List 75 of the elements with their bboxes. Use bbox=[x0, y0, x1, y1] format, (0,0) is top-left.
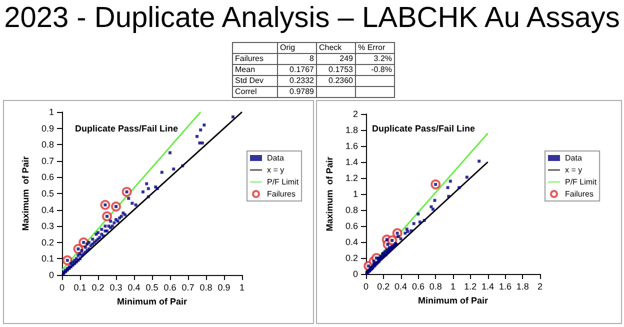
y-tick-label: 0.9 bbox=[41, 123, 54, 134]
legend-label: P/F Limit bbox=[267, 178, 300, 186]
x-tick-label: 0.6 bbox=[164, 282, 176, 292]
text: 0.2332 bbox=[278, 76, 316, 86]
x-tick-label: 1.4 bbox=[482, 282, 494, 292]
text: 2023 - Duplicate Analysis – LABCHK Au Assays bbox=[3, 2, 621, 35]
text: 3.2% bbox=[356, 54, 394, 64]
y-tick-label: 1.2 bbox=[345, 173, 358, 183]
y-tick-label: 0 bbox=[48, 270, 54, 280]
x-tick-label: 0.8 bbox=[200, 282, 212, 292]
text: Correl bbox=[232, 86, 278, 98]
y-tick-label: 0.5 bbox=[41, 188, 54, 198]
y-tick-label: 1 bbox=[48, 107, 54, 117]
legend-label: Data bbox=[565, 154, 582, 162]
x-axis-title: Minimum of Pair bbox=[418, 296, 488, 306]
y-tick-label: 0.7 bbox=[41, 156, 54, 166]
x-tick-label: 0.6 bbox=[412, 282, 424, 292]
text: % Error bbox=[356, 42, 394, 54]
text: Duplicate Pass/Fail Line bbox=[75, 124, 178, 134]
y-tick-label: 0.6 bbox=[345, 221, 358, 231]
y-tick-label: 1.8 bbox=[345, 125, 358, 135]
legend-label: Failures bbox=[565, 190, 594, 198]
x-tick-label: 0 bbox=[363, 282, 369, 292]
x-tick-label: 0.4 bbox=[128, 282, 140, 292]
y-tick-label: 0 bbox=[352, 269, 358, 279]
text: Std Dev bbox=[232, 76, 278, 86]
x-tick-label: 0.5 bbox=[146, 282, 158, 292]
y-tick-label: 1.4 bbox=[345, 157, 358, 167]
x-tick-label: 0.2 bbox=[92, 282, 104, 292]
x-axis-title: Minimum of Pair bbox=[116, 296, 188, 306]
x-tick-label: 0.4 bbox=[394, 282, 408, 292]
x-tick-label: 1.2 bbox=[464, 282, 477, 292]
x-tick-label: 0.9 bbox=[218, 282, 230, 292]
x-tick-label: 0 bbox=[59, 282, 65, 292]
x-tick-label: 0.7 bbox=[182, 282, 194, 292]
y-tick-label: 1.6 bbox=[345, 141, 358, 151]
y-tick-label: 0.6 bbox=[41, 172, 54, 182]
y-tick-label: 0.2 bbox=[345, 253, 358, 263]
x-tick-label: 1.8 bbox=[516, 282, 529, 292]
x-tick-label: 1.6 bbox=[498, 282, 512, 292]
text: 0.1753 bbox=[316, 64, 356, 76]
x-tick-label: 0.1 bbox=[74, 282, 86, 292]
x-tick-label: 2 bbox=[537, 282, 543, 292]
x-tick-label: 1 bbox=[450, 282, 456, 292]
text: 249 bbox=[316, 54, 356, 64]
legend-label: P/F Limit bbox=[565, 178, 598, 186]
y-axis-title: Maximum of Pair bbox=[324, 156, 334, 232]
text: Mean bbox=[232, 64, 278, 76]
x-tick-label: 0.3 bbox=[110, 282, 122, 292]
text: Orig bbox=[278, 42, 316, 54]
legend-label: x = y bbox=[565, 166, 582, 174]
y-tick-label: 0.4 bbox=[345, 237, 358, 247]
text: Check bbox=[316, 42, 356, 54]
x-tick-label: 1 bbox=[239, 282, 245, 292]
text: 8 bbox=[278, 54, 316, 64]
text: 0.1767 bbox=[278, 64, 316, 76]
text: 0.9789 bbox=[278, 86, 316, 98]
x-tick-label: 0.8 bbox=[429, 282, 442, 292]
legend-label: Data bbox=[267, 154, 284, 162]
text: -0.8% bbox=[356, 64, 394, 76]
legend-label: Failures bbox=[267, 190, 296, 198]
text: Duplicate Pass/Fail Line bbox=[372, 124, 476, 134]
y-tick-label: 0.2 bbox=[41, 237, 54, 248]
x-tick-label: 0.2 bbox=[377, 282, 390, 292]
y-tick-label: 2 bbox=[352, 109, 358, 119]
text: 0.2360 bbox=[316, 76, 356, 86]
y-tick-label: 0.3 bbox=[41, 221, 54, 232]
y-tick-label: 0.8 bbox=[345, 205, 358, 215]
y-tick-label: 0.4 bbox=[41, 204, 54, 215]
y-tick-label: 0.8 bbox=[41, 140, 54, 150]
text: Failures bbox=[232, 54, 278, 64]
legend-label: x = y bbox=[267, 166, 284, 174]
y-tick-label: 1 bbox=[352, 189, 358, 199]
y-tick-label: 0.1 bbox=[41, 254, 54, 264]
y-axis-title: Maximum of Pair bbox=[20, 156, 30, 231]
